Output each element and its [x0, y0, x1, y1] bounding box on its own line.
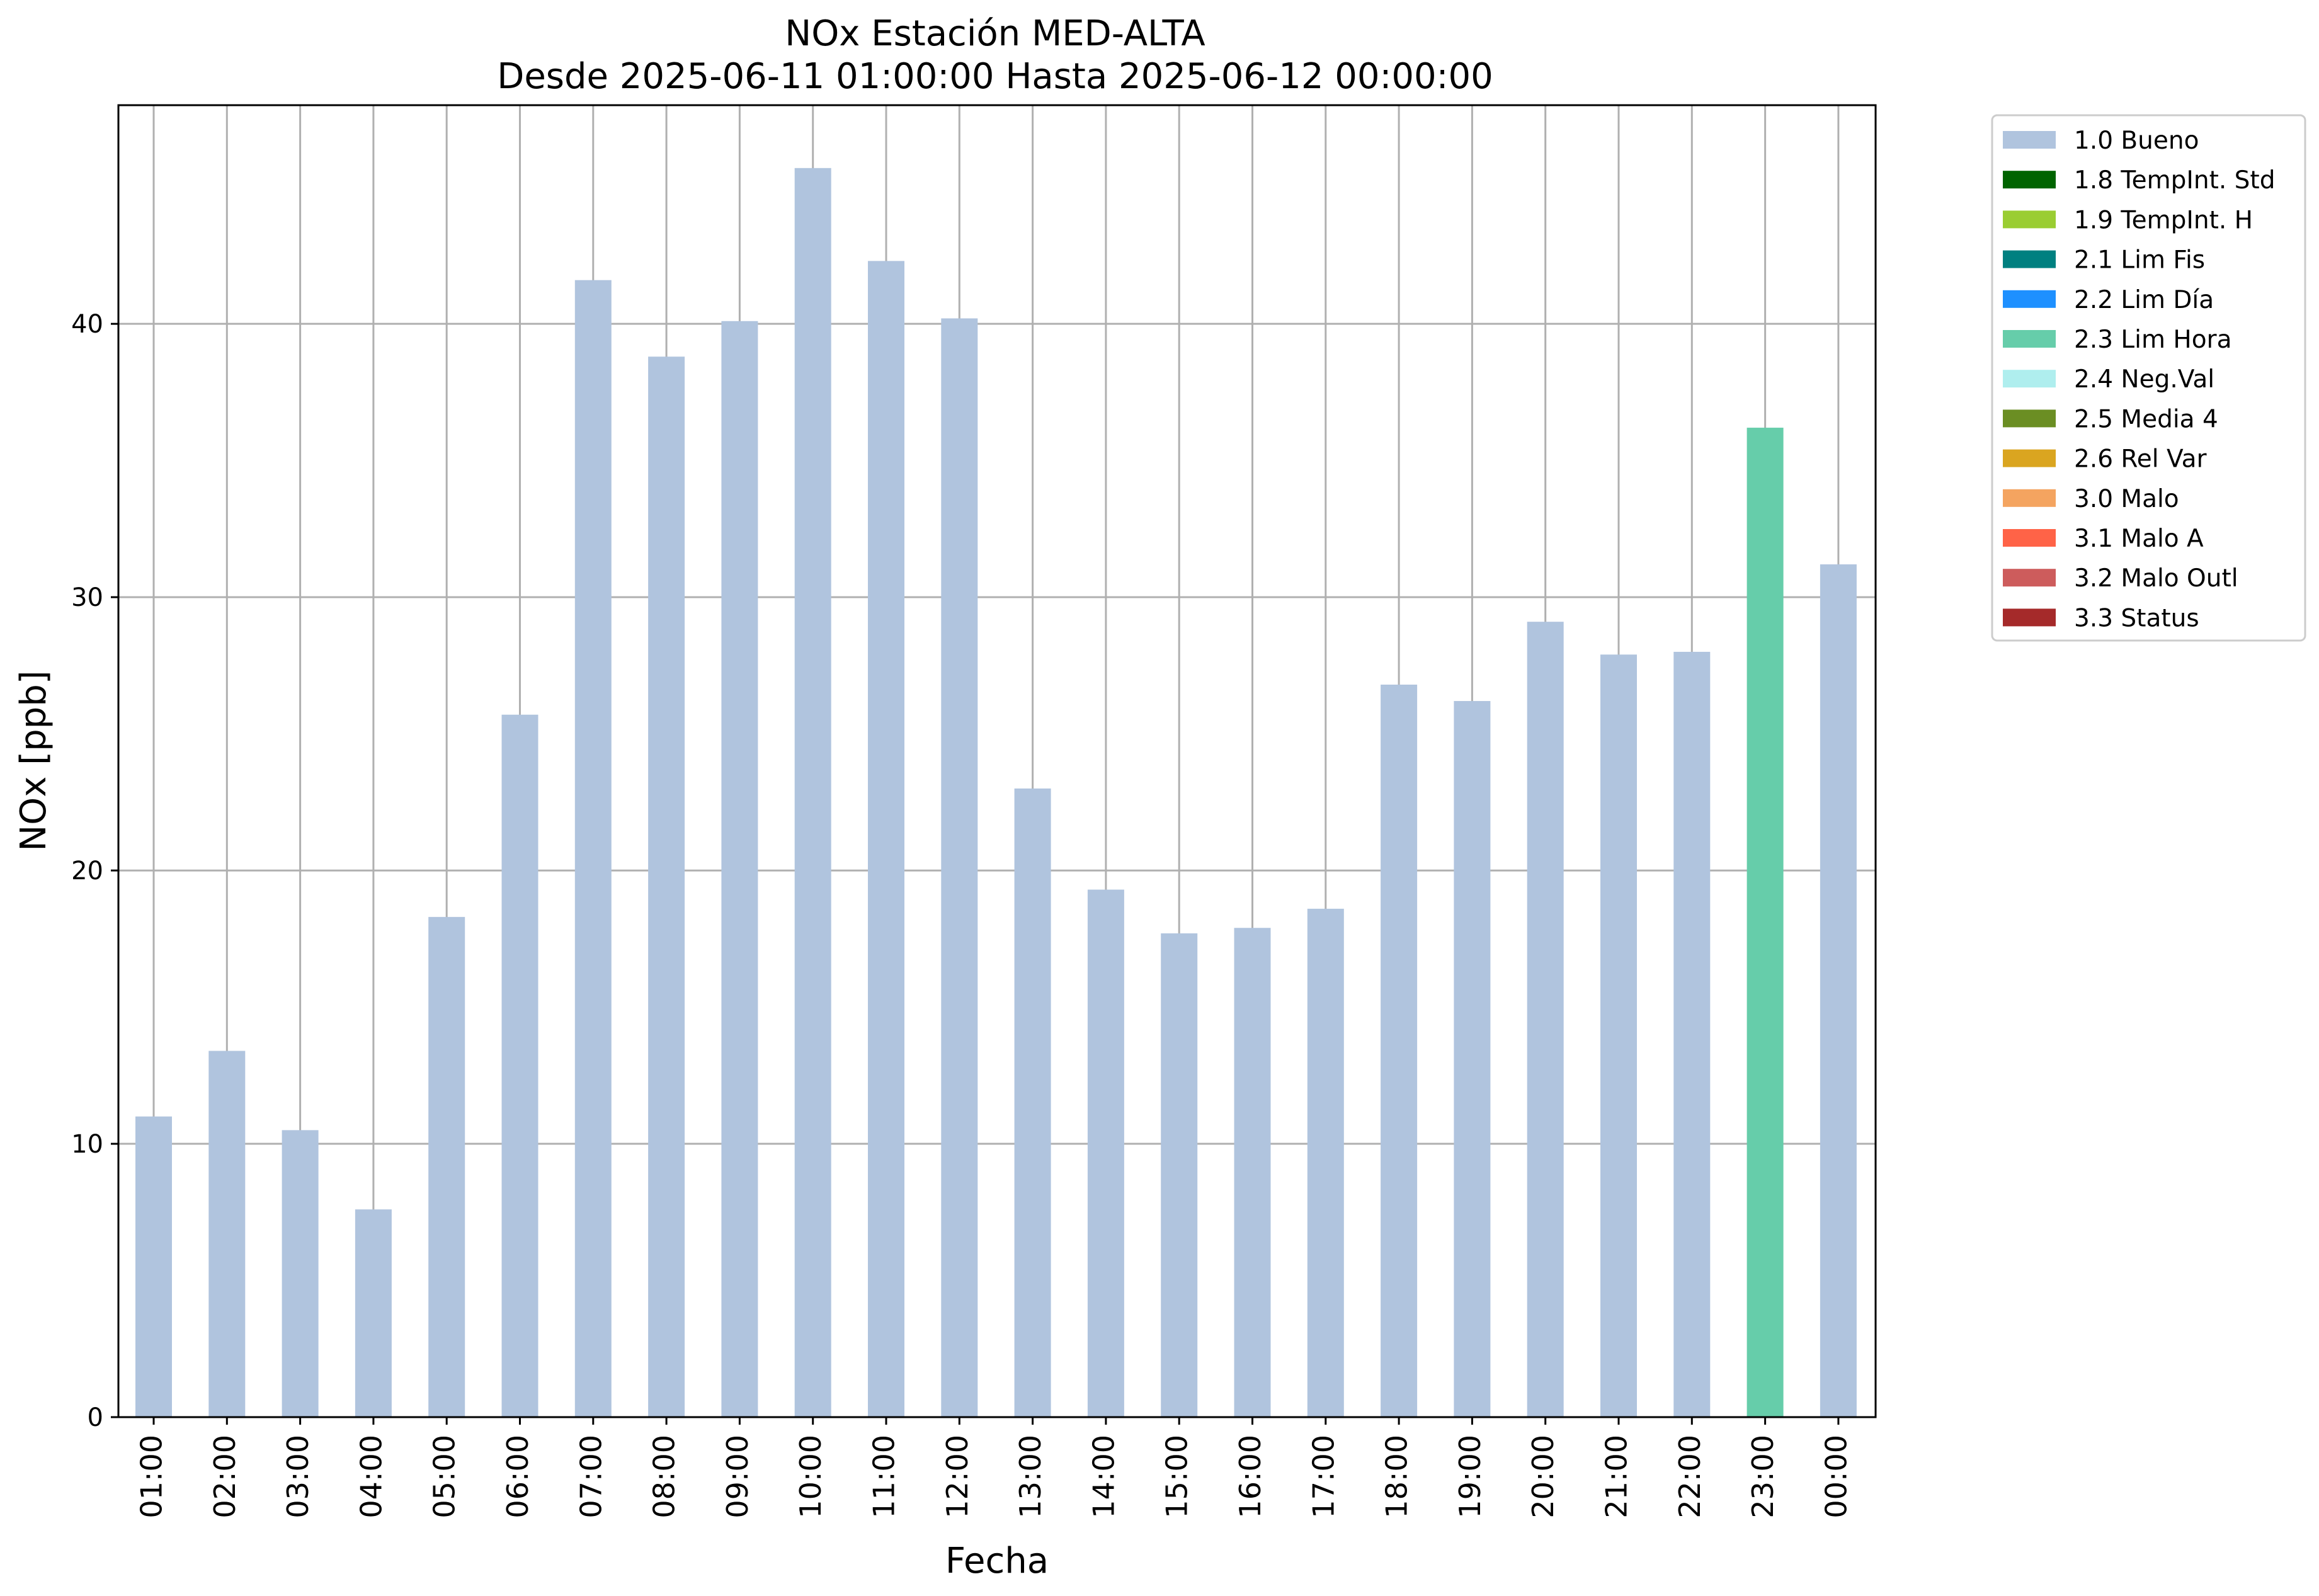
legend-label: 2.2 Lim Día [2074, 286, 2214, 314]
x-tick-label: 05:00 [428, 1435, 462, 1519]
bar-0200 [208, 1051, 246, 1417]
legend-swatch [2003, 569, 2056, 587]
y-tick-label: 0 [88, 1403, 103, 1432]
bar-2100 [1600, 654, 1637, 1417]
y-tick-label: 30 [71, 583, 103, 612]
legend: 1.0 Bueno 1.8 TempInt. Std 1.9 TempInt. H 2… [1991, 114, 2306, 642]
legend-swatch [2003, 131, 2056, 149]
legend-label: 3.1 Malo A [2074, 525, 2204, 553]
bar-1800 [1381, 684, 1418, 1417]
bar-1600 [1234, 928, 1271, 1417]
bar-0300 [282, 1130, 319, 1417]
legend-swatch [2003, 210, 2056, 229]
y-tick-label: 40 [71, 310, 103, 339]
plot-area-frame [117, 104, 1877, 1418]
legend-label: 2.5 Media 4 [2074, 405, 2218, 433]
bar-0400 [355, 1209, 392, 1417]
x-tick-label: 03:00 [281, 1435, 315, 1519]
x-tick-label: 15:00 [1160, 1435, 1194, 1519]
legend-label: 1.9 TempInt. H [2074, 206, 2253, 234]
bar-0000 [1820, 564, 1857, 1417]
legend-label: 1.0 Bueno [2074, 127, 2199, 155]
bar-0100 [135, 1116, 172, 1417]
bar-1700 [1307, 908, 1344, 1417]
bar-0500 [428, 916, 465, 1417]
legend-swatch [2003, 370, 2056, 388]
legend-label: 1.8 TempInt. Std [2074, 166, 2275, 195]
legend-swatch [2003, 250, 2056, 268]
legend-swatch [2003, 290, 2056, 308]
x-tick-label: 19:00 [1453, 1435, 1487, 1519]
bar-1500 [1161, 933, 1198, 1417]
x-tick-label: 18:00 [1380, 1435, 1414, 1519]
legend-label: 2.1 Lim Fis [2074, 246, 2205, 275]
x-tick-label: 01:00 [135, 1435, 169, 1519]
y-axis-ticks: 0 10 20 30 40 [71, 310, 118, 1432]
legend-label: 3.2 Malo Outl [2074, 564, 2238, 593]
bar-1000 [794, 168, 831, 1417]
bar-0900 [721, 321, 758, 1417]
x-tick-label: 17:00 [1306, 1435, 1340, 1519]
legend-label: 2.3 Lim Hora [2074, 326, 2232, 354]
legend-box [1991, 114, 2306, 642]
x-tick-label: 04:00 [354, 1435, 388, 1519]
bar-1400 [1087, 889, 1124, 1417]
x-tick-label: 16:00 [1233, 1435, 1267, 1519]
x-tick-label: 06:00 [501, 1435, 535, 1519]
x-tick-label: 11:00 [867, 1435, 901, 1519]
legend-label: 3.3 Status [2074, 604, 2199, 632]
chart-subtitle: Desde 2025-06-11 01:00:00 Hasta 2025-06-… [497, 56, 1493, 97]
legend-swatch [2003, 489, 2056, 507]
x-tick-label: 23:00 [1746, 1435, 1780, 1519]
y-axis-label: NOx [ppb] [13, 670, 54, 851]
legend-label: 3.0 Malo [2074, 485, 2179, 513]
chart-title: NOx Estación MED-ALTA [785, 13, 1205, 54]
bar-1100 [868, 261, 904, 1418]
bar-1200 [941, 318, 978, 1417]
x-tick-label: 10:00 [794, 1435, 828, 1519]
x-axis-label: Fecha [945, 1541, 1049, 1582]
legend-swatch [2003, 608, 2056, 627]
bars [135, 168, 1857, 1418]
bar-2000 [1527, 622, 1564, 1417]
x-tick-label: 00:00 [1819, 1435, 1853, 1519]
bar-2300 [1746, 428, 1784, 1418]
legend-label: 2.4 Neg.Val [2074, 365, 2214, 394]
x-tick-label: 22:00 [1673, 1435, 1707, 1519]
bar-0700 [574, 280, 612, 1417]
legend-swatch [2003, 330, 2056, 348]
bar-0600 [501, 714, 538, 1417]
legend-swatch [2003, 409, 2056, 428]
x-tick-label: 13:00 [1013, 1435, 1047, 1519]
y-tick-label: 20 [71, 857, 103, 886]
bar-1300 [1014, 788, 1051, 1417]
legend-label: 2.6 Rel Var [2074, 445, 2208, 474]
x-tick-label: 20:00 [1526, 1435, 1560, 1519]
x-tick-label: 09:00 [721, 1435, 755, 1519]
x-tick-label: 12:00 [940, 1435, 974, 1519]
legend-swatch [2003, 529, 2056, 547]
x-axis-ticks: 01:00 02:00 03:00 04:00 05:00 06:00 07:00 08:00… [135, 1417, 1853, 1519]
bar-2200 [1673, 651, 1711, 1417]
x-tick-label: 02:00 [208, 1435, 242, 1519]
x-tick-label: 14:00 [1086, 1435, 1120, 1519]
y-tick-label: 10 [71, 1130, 103, 1159]
x-tick-label: 08:00 [647, 1435, 681, 1519]
bar-1900 [1454, 701, 1491, 1417]
bar-0800 [648, 356, 685, 1417]
legend-swatch [2003, 449, 2056, 467]
x-tick-label: 07:00 [574, 1435, 608, 1519]
x-tick-label: 21:00 [1600, 1435, 1634, 1519]
legend-swatch [2003, 171, 2056, 189]
